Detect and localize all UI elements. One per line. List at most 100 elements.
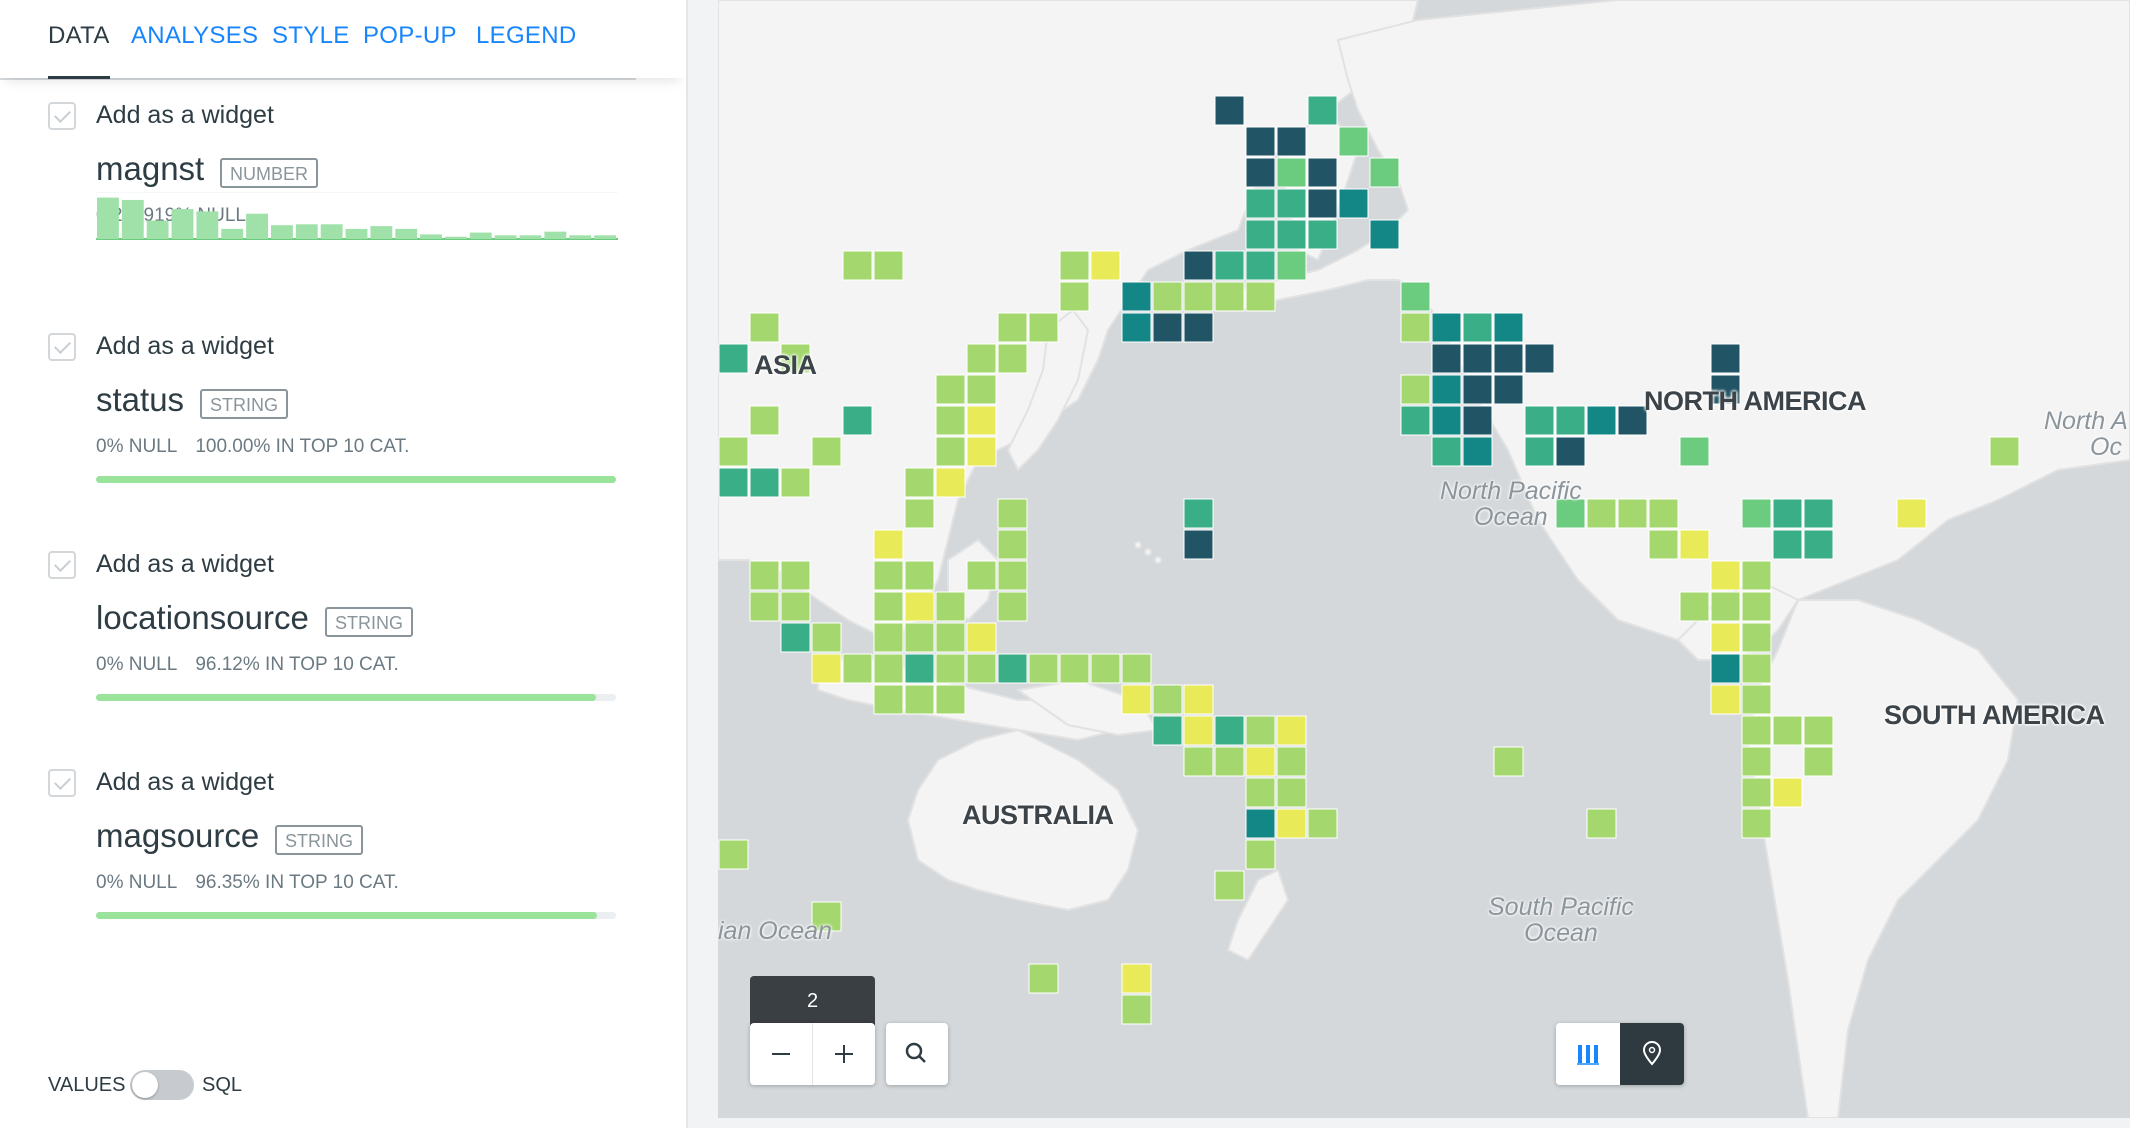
map-bin[interactable] [1183, 746, 1214, 777]
map-bin[interactable] [1307, 95, 1338, 126]
switch-knob[interactable] [132, 1072, 158, 1098]
map-bin[interactable] [780, 343, 811, 374]
map-bin[interactable] [966, 405, 997, 436]
map-bin[interactable] [904, 467, 935, 498]
map-bin[interactable] [1245, 746, 1276, 777]
map-bin[interactable] [1276, 126, 1307, 157]
map-bin[interactable] [1462, 374, 1493, 405]
map-bin[interactable] [780, 467, 811, 498]
map-bin[interactable] [1741, 653, 1772, 684]
map-bin[interactable] [1307, 808, 1338, 839]
map-bin[interactable] [966, 560, 997, 591]
map-bin[interactable] [1462, 343, 1493, 374]
map-bin[interactable] [1741, 560, 1772, 591]
map-bin[interactable] [1524, 343, 1555, 374]
map-bin[interactable] [1493, 312, 1524, 343]
map-bin[interactable] [1183, 281, 1214, 312]
map-bin[interactable] [811, 901, 842, 932]
map-bin[interactable] [873, 529, 904, 560]
map-bin[interactable] [1400, 281, 1431, 312]
map-bin[interactable] [749, 405, 780, 436]
map-bin[interactable] [1741, 715, 1772, 746]
map-bin[interactable] [1276, 219, 1307, 250]
tab-style[interactable]: STYLE [272, 22, 350, 49]
map-bin[interactable] [1276, 777, 1307, 808]
map-bin[interactable] [1400, 374, 1431, 405]
map-bin[interactable] [1276, 157, 1307, 188]
map-bin[interactable] [718, 839, 749, 870]
map-bin[interactable] [1090, 653, 1121, 684]
map-bin[interactable] [1369, 157, 1400, 188]
map-bin[interactable] [1524, 436, 1555, 467]
map-bin[interactable] [1803, 529, 1834, 560]
map-bin[interactable] [935, 622, 966, 653]
map-bin[interactable] [935, 684, 966, 715]
map-bin[interactable] [997, 560, 1028, 591]
map-bin[interactable] [1679, 591, 1710, 622]
map-bin[interactable] [1276, 188, 1307, 219]
map-bin[interactable] [1710, 374, 1741, 405]
map-bin[interactable] [1121, 994, 1152, 1025]
map-bin[interactable] [780, 622, 811, 653]
map-bin[interactable] [1214, 715, 1245, 746]
map-bin[interactable] [1710, 591, 1741, 622]
map-bin[interactable] [780, 560, 811, 591]
map-bin[interactable] [1710, 653, 1741, 684]
map-bin[interactable] [1121, 281, 1152, 312]
map-bin[interactable] [1400, 405, 1431, 436]
map-bin[interactable] [1276, 250, 1307, 281]
map-bin[interactable] [1245, 157, 1276, 188]
map-bin[interactable] [1896, 498, 1927, 529]
map-bin[interactable] [935, 374, 966, 405]
map-bin[interactable] [1772, 777, 1803, 808]
map-bin[interactable] [1493, 746, 1524, 777]
map-bin[interactable] [1245, 219, 1276, 250]
map-bin[interactable] [1989, 436, 2020, 467]
map-bin[interactable] [811, 622, 842, 653]
map-bin[interactable] [1617, 405, 1648, 436]
map-bin[interactable] [1152, 715, 1183, 746]
map-bin[interactable] [1803, 715, 1834, 746]
map-bin[interactable] [935, 405, 966, 436]
map-bin[interactable] [1059, 653, 1090, 684]
map-bin[interactable] [1245, 777, 1276, 808]
map-bin[interactable] [811, 436, 842, 467]
map-bin[interactable] [1803, 746, 1834, 777]
map-bin[interactable] [935, 436, 966, 467]
map-bin[interactable] [1400, 312, 1431, 343]
map-bin[interactable] [1183, 498, 1214, 529]
map-bin[interactable] [842, 405, 873, 436]
map-bin[interactable] [718, 343, 749, 374]
map-bin[interactable] [1741, 808, 1772, 839]
map-bin[interactable] [904, 622, 935, 653]
map-bin[interactable] [1214, 250, 1245, 281]
map-bin[interactable] [1338, 126, 1369, 157]
map-bin[interactable] [1183, 715, 1214, 746]
map-bin[interactable] [1059, 281, 1090, 312]
zoom-out-button[interactable] [750, 1023, 813, 1085]
map-bin[interactable] [966, 622, 997, 653]
map-bin[interactable] [1307, 157, 1338, 188]
map-bin[interactable] [1152, 281, 1183, 312]
map-bin[interactable] [1369, 219, 1400, 250]
map-bin[interactable] [935, 591, 966, 622]
map-bin[interactable] [749, 312, 780, 343]
map-bin[interactable] [1183, 250, 1214, 281]
map-bin[interactable] [749, 591, 780, 622]
map-bin[interactable] [1493, 374, 1524, 405]
map-bin[interactable] [1524, 405, 1555, 436]
map-bin[interactable] [1028, 653, 1059, 684]
map-bin[interactable] [1307, 219, 1338, 250]
map-bin[interactable] [1741, 684, 1772, 715]
map-bin[interactable] [1462, 312, 1493, 343]
add-widget-checkbox[interactable] [48, 333, 76, 361]
map-bin[interactable] [1028, 312, 1059, 343]
map-bin[interactable] [1214, 746, 1245, 777]
map-bin[interactable] [873, 622, 904, 653]
map-bin[interactable] [1431, 343, 1462, 374]
map-bin[interactable] [1586, 405, 1617, 436]
map-bin[interactable] [935, 653, 966, 684]
map-bin[interactable] [1276, 808, 1307, 839]
map-bin[interactable] [749, 467, 780, 498]
map-bin[interactable] [749, 560, 780, 591]
